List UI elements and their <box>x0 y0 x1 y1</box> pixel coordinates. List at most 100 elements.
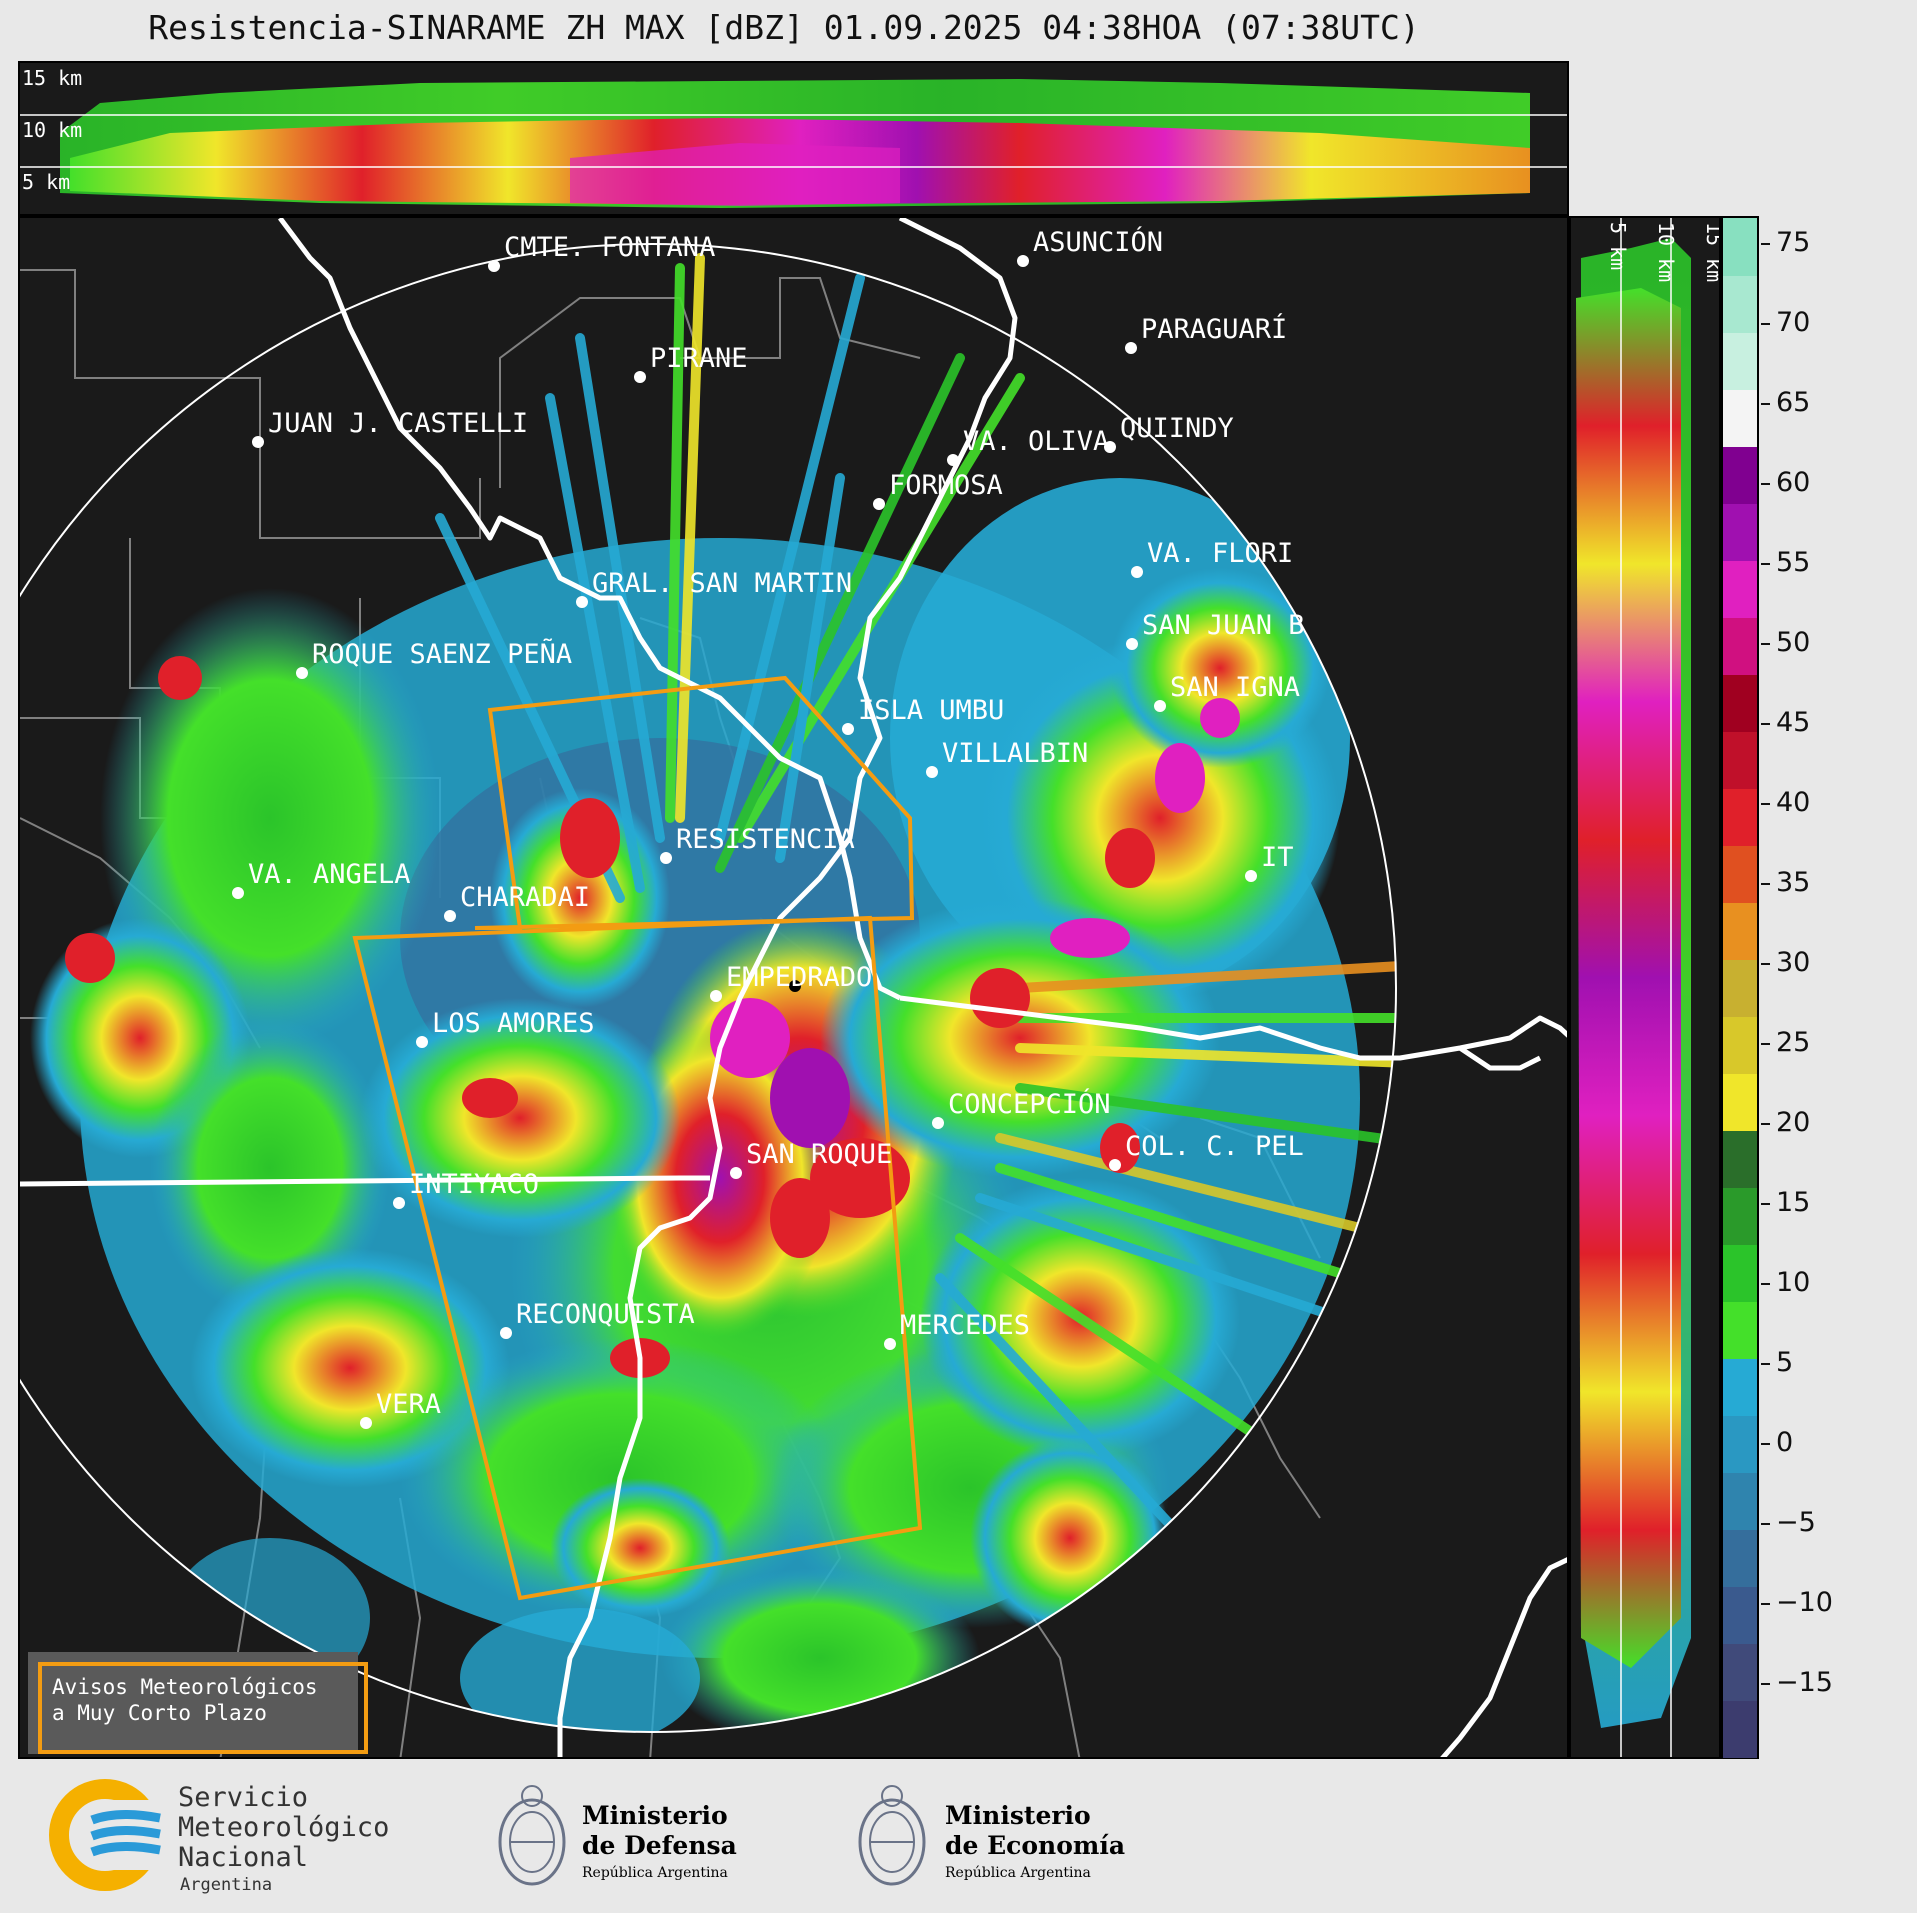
colorbar-tick-label: 15 <box>1761 1187 1841 1218</box>
colorbar-band <box>1723 1472 1757 1530</box>
colorbar-tick-label: 55 <box>1761 547 1841 578</box>
colorbar-tick-mark <box>1761 402 1770 405</box>
colorbar-band <box>1723 1700 1757 1758</box>
colorbar-tick-text: 70 <box>1776 307 1811 338</box>
colorbar-band <box>1723 1358 1757 1416</box>
city-dot <box>842 723 854 735</box>
smn-logo: Servicio Meteorológico Nacional Argentin… <box>49 1779 389 1895</box>
city-dot <box>296 667 308 679</box>
city-marker: FORMOSA <box>873 470 1003 510</box>
colorbar-tick-mark <box>1761 962 1770 965</box>
colorbar-band <box>1723 845 1757 903</box>
colorbar-band <box>1723 1529 1757 1587</box>
city-marker: PARAGUARÍ <box>1125 313 1287 354</box>
city-marker: RESISTENCIA <box>660 824 855 864</box>
city-label: RECONQUISTA <box>516 1299 695 1330</box>
defensa-seal-icon <box>498 1785 566 1886</box>
city-marker: VA. OLIVA <box>947 426 1109 466</box>
city-label: EMPEDRADO <box>726 962 872 993</box>
city-marker: IT <box>1245 842 1294 882</box>
city-label: LOS AMORES <box>432 1008 595 1039</box>
defensa-text: Ministerio de Defensa República Argentin… <box>582 1801 737 1881</box>
smn-line3: Nacional <box>178 1842 308 1873</box>
city-marker: SAN JUAN B <box>1126 610 1305 650</box>
city-marker: QUIINDY <box>1104 413 1234 453</box>
city-dot <box>1131 566 1143 578</box>
colorbar-band <box>1723 218 1757 276</box>
city-dot <box>926 766 938 778</box>
colorbar-tick-label: −10 <box>1761 1587 1841 1618</box>
defensa-line1: Ministerio <box>582 1801 728 1830</box>
colorbar-tick-label: 0 <box>1761 1427 1841 1458</box>
city-dot <box>232 887 244 899</box>
rivers-borders <box>20 218 1567 1757</box>
colorbar-tick-text: 60 <box>1776 467 1811 498</box>
colorbar-tick-mark <box>1761 1042 1770 1045</box>
city-dot <box>252 436 264 448</box>
radar-echoes <box>30 253 1396 1732</box>
colorbar-tick-mark <box>1761 1442 1770 1445</box>
radar-site-marker <box>789 980 801 992</box>
colorbar-tick-text: 15 <box>1776 1187 1811 1218</box>
right-cross-section-plot: 5 km 10 km 15 km <box>1576 218 1721 1757</box>
colorbar-tick-label: 20 <box>1761 1107 1841 1138</box>
colorbar-tick-label: 25 <box>1761 1027 1841 1058</box>
right-height-label-15: 15 km <box>1702 222 1721 282</box>
city-label: VA. OLIVA <box>963 426 1109 457</box>
city-label: COL. C. PEL <box>1125 1131 1304 1162</box>
city-marker: VILLALBIN <box>926 738 1088 778</box>
colorbar-band <box>1723 1016 1757 1074</box>
colorbar-tick-label: 45 <box>1761 707 1841 738</box>
city-marker: VA. ANGELA <box>232 859 411 899</box>
city-dot <box>1104 441 1116 453</box>
city-label: VA. FLORI <box>1147 538 1293 569</box>
city-marker: VA. FLORI <box>1131 538 1293 578</box>
convective-cores <box>65 656 1240 1378</box>
city-marker: CONCEPCIÓN <box>932 1088 1111 1129</box>
economia-seal-icon <box>858 1785 926 1886</box>
city-marker: INTIYACO <box>393 1169 539 1209</box>
city-label: QUIINDY <box>1120 413 1234 444</box>
colorbar-tick-label: −15 <box>1761 1667 1841 1698</box>
city-dot <box>884 1338 896 1350</box>
colorbar-tick-text: 50 <box>1776 627 1811 658</box>
footer-logos-svg: Servicio Meteorológico Nacional Argentin… <box>49 1779 1125 1895</box>
page-title: Resistencia-SINARAME ZH MAX [dBZ] 01.09.… <box>148 8 1420 47</box>
colorbar-band <box>1723 674 1757 732</box>
city-dot <box>576 596 588 608</box>
colorbar-band <box>1723 389 1757 447</box>
city-dot <box>1154 700 1166 712</box>
smn-line2: Meteorológico <box>178 1812 389 1843</box>
economia-text: Ministerio de Economía República Argenti… <box>945 1801 1125 1881</box>
top-height-label-15: 15 km <box>22 66 82 90</box>
economia-line1: Ministerio <box>945 1801 1091 1830</box>
colorbar-tick-mark <box>1761 1282 1770 1285</box>
colorbar-tick-label: 10 <box>1761 1267 1841 1298</box>
colorbar-band <box>1723 1586 1757 1644</box>
colorbar-tick-label: 70 <box>1761 307 1841 338</box>
colorbar-tick-mark <box>1761 1122 1770 1125</box>
aviso-frame: Avisos Meteorológicos a Muy Corto Plazo <box>38 1662 368 1754</box>
city-dot <box>947 454 959 466</box>
city-label: CHARADAI <box>460 882 590 913</box>
colorbar-tick-text: 45 <box>1776 707 1811 738</box>
smn-line4: Argentina <box>180 1875 272 1895</box>
city-marker: SAN ROQUE <box>730 1139 892 1179</box>
city-dot <box>710 990 722 1002</box>
colorbar-tick-label: −5 <box>1761 1507 1841 1538</box>
city-label: ISLA UMBU <box>858 695 1004 726</box>
colorbar-tick-label: 30 <box>1761 947 1841 978</box>
colorbar-tick-mark <box>1761 1602 1770 1605</box>
city-marker: ASUNCIÓN <box>1017 226 1163 267</box>
city-marker: ISLA UMBU <box>842 695 1004 735</box>
smn-line1: Servicio <box>178 1782 308 1813</box>
city-label: IT <box>1261 842 1294 873</box>
top-height-label-5: 5 km <box>22 170 70 194</box>
colorbar-tick-mark <box>1761 802 1770 805</box>
city-label: INTIYACO <box>409 1169 539 1200</box>
city-marker: CMTE. FONTANA <box>488 232 715 272</box>
colorbar-tick-text: 25 <box>1776 1027 1811 1058</box>
colorbar-band <box>1723 617 1757 675</box>
right-height-label-10: 10 km <box>1654 222 1678 282</box>
range-ring <box>20 243 1397 1733</box>
